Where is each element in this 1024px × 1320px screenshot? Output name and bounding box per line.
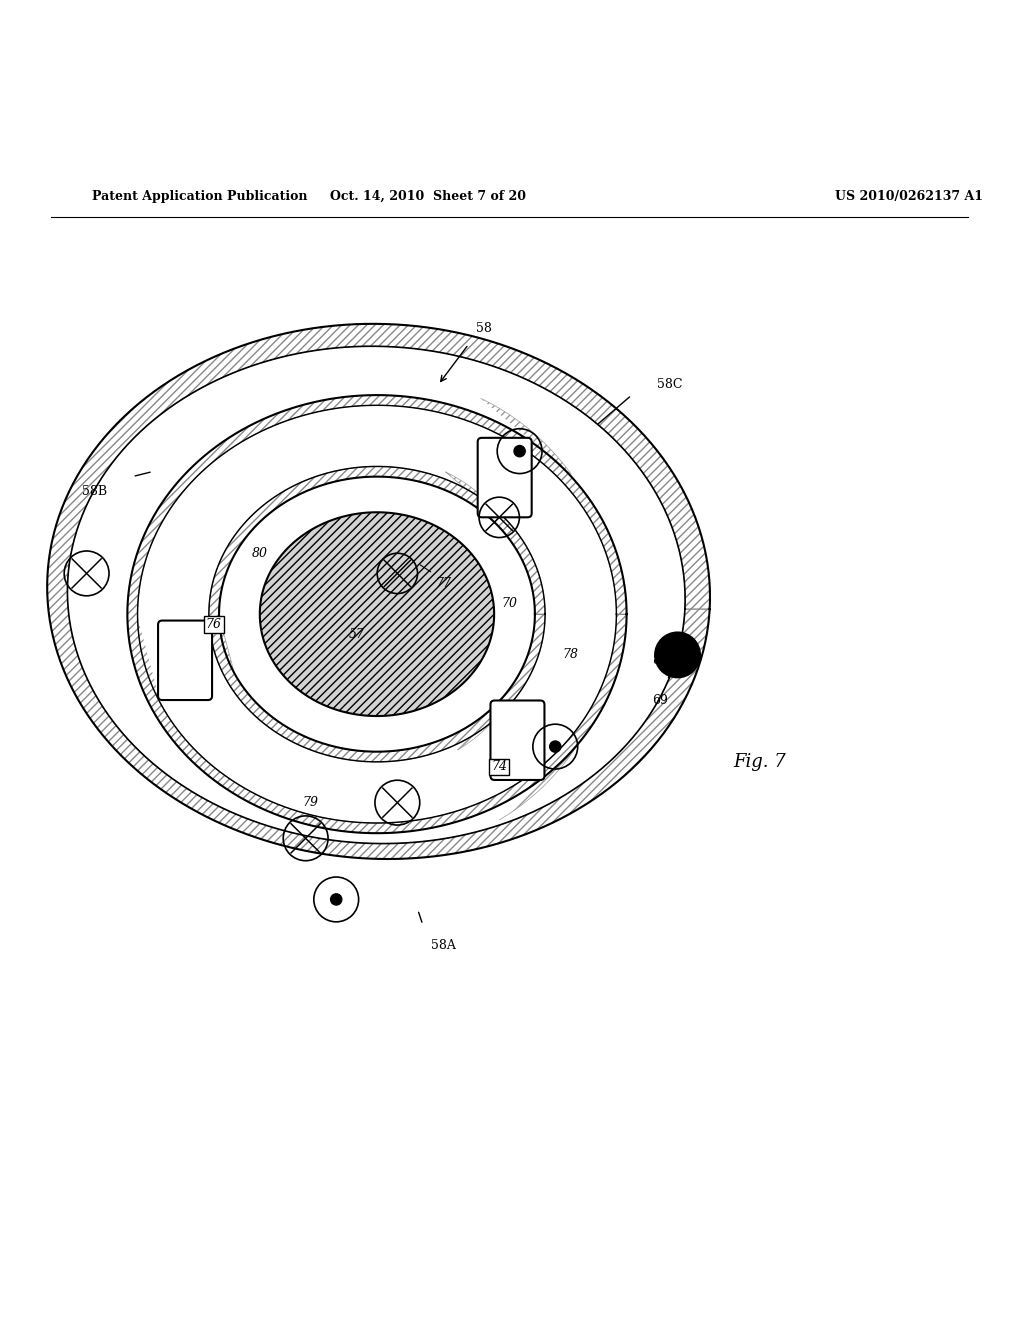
FancyBboxPatch shape (477, 438, 531, 517)
Text: US 2010/0262137 A1: US 2010/0262137 A1 (836, 190, 983, 203)
Text: 58C: 58C (657, 379, 683, 392)
PathPatch shape (47, 323, 710, 859)
PathPatch shape (127, 395, 627, 833)
Text: 58A: 58A (431, 939, 456, 952)
Text: 79: 79 (303, 796, 318, 809)
Circle shape (550, 741, 561, 752)
Text: Patent Application Publication: Patent Application Publication (92, 190, 307, 203)
PathPatch shape (260, 512, 495, 715)
Text: 81: 81 (652, 653, 668, 667)
PathPatch shape (137, 616, 240, 731)
Text: 69: 69 (652, 694, 668, 708)
FancyBboxPatch shape (494, 704, 541, 776)
PathPatch shape (209, 466, 545, 762)
Text: 58: 58 (476, 322, 492, 335)
Text: Fig. 7: Fig. 7 (733, 752, 786, 771)
Text: 78: 78 (562, 648, 579, 661)
Text: 70: 70 (502, 598, 517, 610)
Text: 76: 76 (206, 618, 222, 631)
Text: 74: 74 (492, 760, 507, 774)
Circle shape (331, 894, 342, 906)
Text: 77: 77 (435, 577, 452, 590)
Circle shape (665, 642, 691, 668)
FancyBboxPatch shape (158, 620, 212, 700)
FancyBboxPatch shape (162, 624, 209, 697)
Text: 57: 57 (348, 628, 365, 642)
PathPatch shape (445, 399, 571, 521)
Circle shape (655, 632, 700, 677)
Text: 80: 80 (252, 546, 268, 560)
Text: 58B: 58B (82, 486, 106, 499)
Circle shape (514, 446, 525, 457)
Text: Oct. 14, 2010  Sheet 7 of 20: Oct. 14, 2010 Sheet 7 of 20 (330, 190, 526, 203)
FancyBboxPatch shape (481, 441, 528, 513)
PathPatch shape (458, 694, 583, 820)
FancyBboxPatch shape (490, 701, 545, 780)
